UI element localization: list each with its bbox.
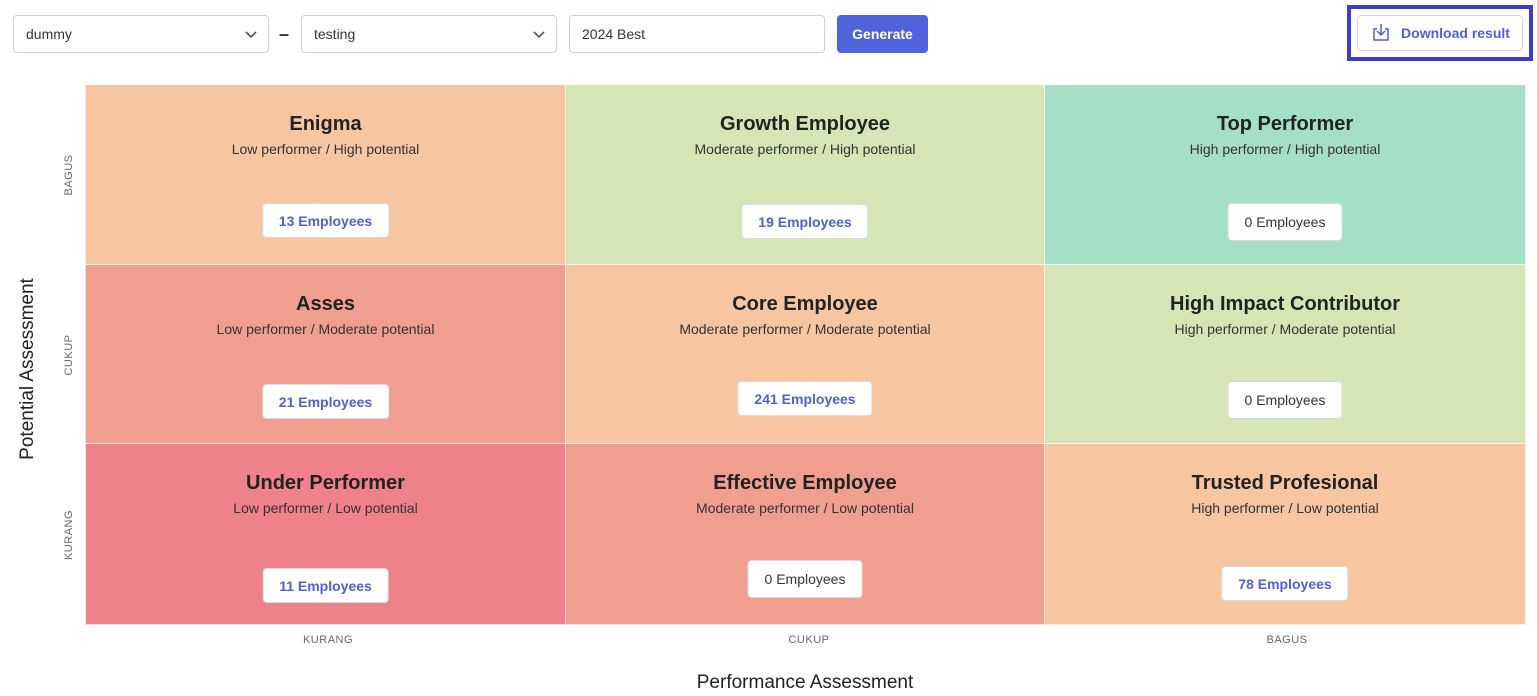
talent-grid: Enigma Low performer / High potential 13…	[85, 85, 1526, 625]
select-1-value: dummy	[26, 26, 72, 42]
select-dropdown-2[interactable]: testing	[301, 15, 557, 53]
filter-separator: –	[279, 24, 290, 44]
select-dropdown-1[interactable]: dummy	[13, 15, 269, 53]
x-axis-title: Performance Assessment	[696, 672, 914, 693]
cell-subtitle: Low performer / Low potential	[233, 500, 418, 516]
cell-trusted-profesional: Trusted Profesional High performer / Low…	[1045, 444, 1526, 625]
employee-count-button[interactable]: 21 Employees	[261, 384, 390, 419]
employee-count-button[interactable]: 11 Employees	[262, 568, 389, 603]
y-axis-title: Potential Assessment	[17, 278, 38, 460]
name-input[interactable]	[569, 15, 825, 53]
employee-count-button[interactable]: 0 Employees	[1227, 381, 1343, 419]
cell-effective-employee: Effective Employee Moderate performer / …	[566, 444, 1045, 625]
cell-title: Enigma	[289, 113, 362, 135]
employee-count-button[interactable]: 0 Employees	[747, 560, 863, 598]
chevron-down-icon	[532, 27, 546, 41]
cell-subtitle: Low performer / Moderate potential	[216, 321, 435, 337]
x-tick-moderate: CUKUP	[788, 634, 830, 646]
employee-count-button[interactable]: 0 Employees	[1227, 203, 1343, 241]
download-highlight: Download result	[1347, 5, 1533, 61]
cell-top-performer: Top Performer High performer / High pote…	[1045, 85, 1526, 265]
x-tick-high: BAGUS	[1266, 634, 1308, 646]
cell-title: Effective Employee	[713, 472, 897, 494]
download-icon	[1370, 21, 1392, 46]
cell-subtitle: High performer / Low potential	[1191, 500, 1379, 516]
select-2-value: testing	[314, 26, 356, 42]
cell-title: Growth Employee	[719, 113, 891, 135]
cell-under-performer: Under Performer Low performer / Low pote…	[86, 444, 566, 625]
cell-subtitle: High performer / Moderate potential	[1174, 321, 1396, 337]
employee-count-button[interactable]: 78 Employees	[1221, 566, 1349, 601]
cell-enigma: Enigma Low performer / High potential 13…	[86, 85, 566, 265]
employee-count-button[interactable]: 19 Employees	[741, 204, 869, 239]
cell-title: Trusted Profesional	[1191, 472, 1379, 494]
generate-button[interactable]: Generate	[837, 15, 928, 53]
cell-title: Asses	[296, 293, 355, 315]
employee-count-button[interactable]: 241 Employees	[737, 381, 873, 416]
cell-subtitle: Moderate performer / Moderate potential	[679, 321, 931, 337]
cell-title: Top Performer	[1216, 113, 1354, 135]
cell-subtitle: Moderate performer / Low potential	[696, 500, 914, 516]
download-label: Download result	[1401, 25, 1510, 41]
y-tick-low: KURANG	[63, 509, 75, 561]
cell-high-impact-contributor: High Impact Contributor High performer /…	[1045, 265, 1526, 444]
cell-asses: Asses Low performer / Moderate potential…	[86, 265, 566, 444]
cell-growth-employee: Growth Employee Moderate performer / Hig…	[566, 85, 1045, 265]
cell-subtitle: Low performer / High potential	[231, 141, 420, 157]
chevron-down-icon	[244, 27, 258, 41]
y-tick-high: BAGUS	[63, 154, 75, 196]
employee-count-button[interactable]: 13 Employees	[261, 203, 390, 238]
cell-title: Core Employee	[732, 293, 878, 315]
y-tick-moderate: CUKUP	[63, 334, 75, 376]
cell-title: High Impact Contributor	[1170, 293, 1400, 315]
x-tick-low: KURANG	[302, 634, 354, 646]
cell-title: Under Performer	[246, 472, 405, 494]
cell-subtitle: High performer / High potential	[1189, 141, 1381, 157]
download-result-button[interactable]: Download result	[1357, 15, 1523, 51]
cell-subtitle: Moderate performer / High potential	[694, 141, 916, 157]
cell-core-employee: Core Employee Moderate performer / Moder…	[566, 265, 1045, 444]
